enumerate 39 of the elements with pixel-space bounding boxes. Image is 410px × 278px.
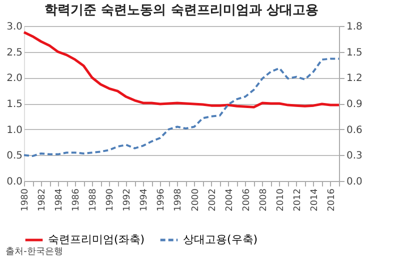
y-tick-label: 0.5 <box>6 150 22 162</box>
legend-label: 상대고용(우축) <box>183 233 258 246</box>
y2-tick-label: 0.9 <box>346 99 362 110</box>
x-tick-label: 2010 <box>276 188 286 212</box>
x-tick-label: 1986 <box>72 188 82 212</box>
y-tick-label: 0.0 <box>6 176 22 188</box>
x-tick-label: 2014 <box>310 188 320 212</box>
x-tick-label: 2012 <box>292 188 303 212</box>
x-tick-label: 1992 <box>122 188 133 212</box>
x-tick-label: 1982 <box>38 188 48 212</box>
x-tick-label: 2008 <box>258 188 269 212</box>
y2-tick-label: 1.8 <box>346 22 362 32</box>
x-tick-label: 1990 <box>106 188 116 212</box>
y2-tick-label: 0.6 <box>346 124 362 136</box>
y2-tick-label: 0.3 <box>346 150 362 162</box>
x-tick-label: 1998 <box>174 188 184 212</box>
x-tick-label: 2002 <box>208 188 218 212</box>
x-tick-label: 2006 <box>242 188 252 212</box>
y-tick-label: 3.0 <box>6 22 22 32</box>
x-tick-label: 2000 <box>190 188 201 212</box>
x-tick-label: 1996 <box>156 188 167 212</box>
line-series <box>23 58 340 158</box>
chart-title: 학력기준 숙련노동의 숙련프리미엄과 상대고용 <box>44 3 318 18</box>
x-tick-label: 1984 <box>54 188 65 212</box>
y-tick-label: 1.5 <box>6 99 22 110</box>
x-tick-label: 2016 <box>326 188 337 212</box>
x-tick-label: 2004 <box>224 188 235 212</box>
y2-tick-label: 0.0 <box>346 176 362 188</box>
x-tick-label: 1994 <box>140 188 150 212</box>
x-tick-label: 1980 <box>20 188 30 212</box>
y2-tick-label: 1.5 <box>346 47 362 58</box>
legend-label: 숙련프리미엄(좌축) <box>48 233 145 246</box>
y2-tick-label: 1.2 <box>346 73 362 84</box>
line-series <box>22 30 340 108</box>
y-tick-label: 2.0 <box>6 73 22 84</box>
y-tick-label: 1.0 <box>6 124 22 136</box>
x-tick-label: 1988 <box>88 188 99 212</box>
source-note: 출처-한국은행 <box>6 247 63 257</box>
y-tick-label: 2.5 <box>6 47 22 58</box>
